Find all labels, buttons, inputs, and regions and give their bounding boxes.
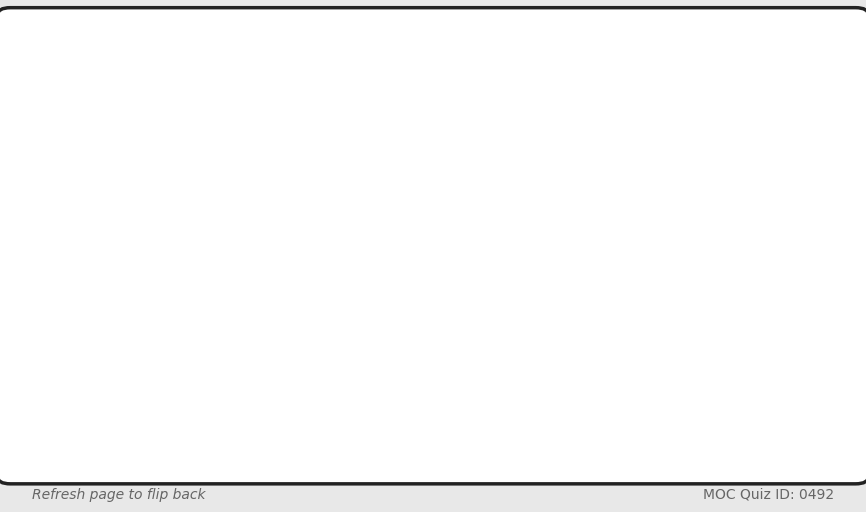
Text: Knowing that ozonolysis breaks C=C and forms two new C=O, we can just apply: Knowing that ozonolysis breaks C=C and f…	[45, 117, 771, 135]
Text: 2) Me$_2$S: 2) Me$_2$S	[251, 252, 325, 273]
Text: Bonds
Broken: Bonds Broken	[729, 194, 791, 233]
Text: 1) O$_3$: 1) O$_3$	[264, 211, 312, 232]
Text: Refresh page to flip back: Refresh page to flip back	[32, 488, 205, 502]
Text: H: H	[490, 249, 506, 268]
Text: O: O	[523, 180, 540, 200]
Text: C=O
C=O: C=O C=O	[635, 262, 675, 305]
Text: to get back the initial product.: to get back the initial product.	[202, 140, 481, 158]
Text: C=C: C=C	[740, 262, 779, 280]
Text: Bonds
Formed: Bonds Formed	[622, 194, 688, 233]
Text: reverse: reverse	[148, 140, 224, 158]
Text: +: +	[449, 227, 475, 257]
Text: these rules in: these rules in	[45, 140, 173, 158]
Text: O: O	[396, 180, 414, 200]
Text: H: H	[158, 293, 174, 312]
Text: MOC Quiz ID: 0492: MOC Quiz ID: 0492	[703, 488, 834, 502]
